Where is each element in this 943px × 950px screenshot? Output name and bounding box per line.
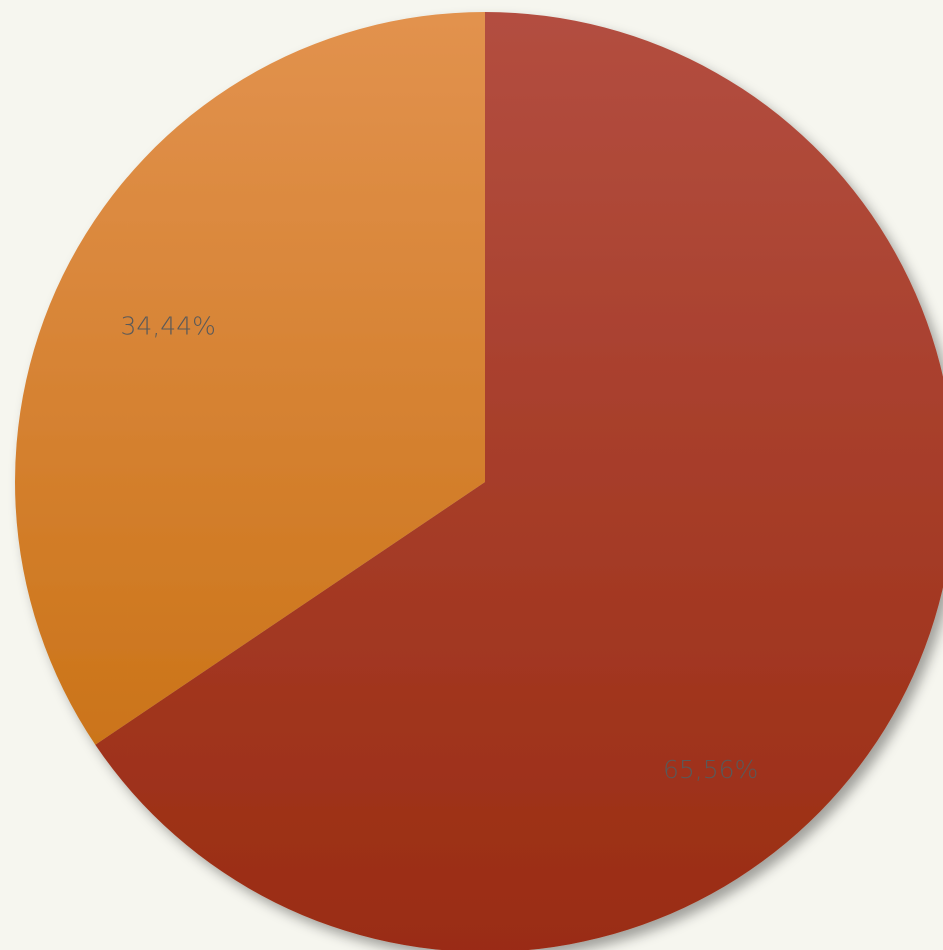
pie-slice-2 [15, 12, 485, 745]
pie-slices [15, 12, 943, 950]
pie-slice-1 [95, 12, 943, 950]
slice-label-1: 65,56% [663, 755, 758, 784]
pie-labels: 65,56% 34,44% [121, 311, 759, 783]
slice-label-2: 34,44% [121, 311, 216, 340]
